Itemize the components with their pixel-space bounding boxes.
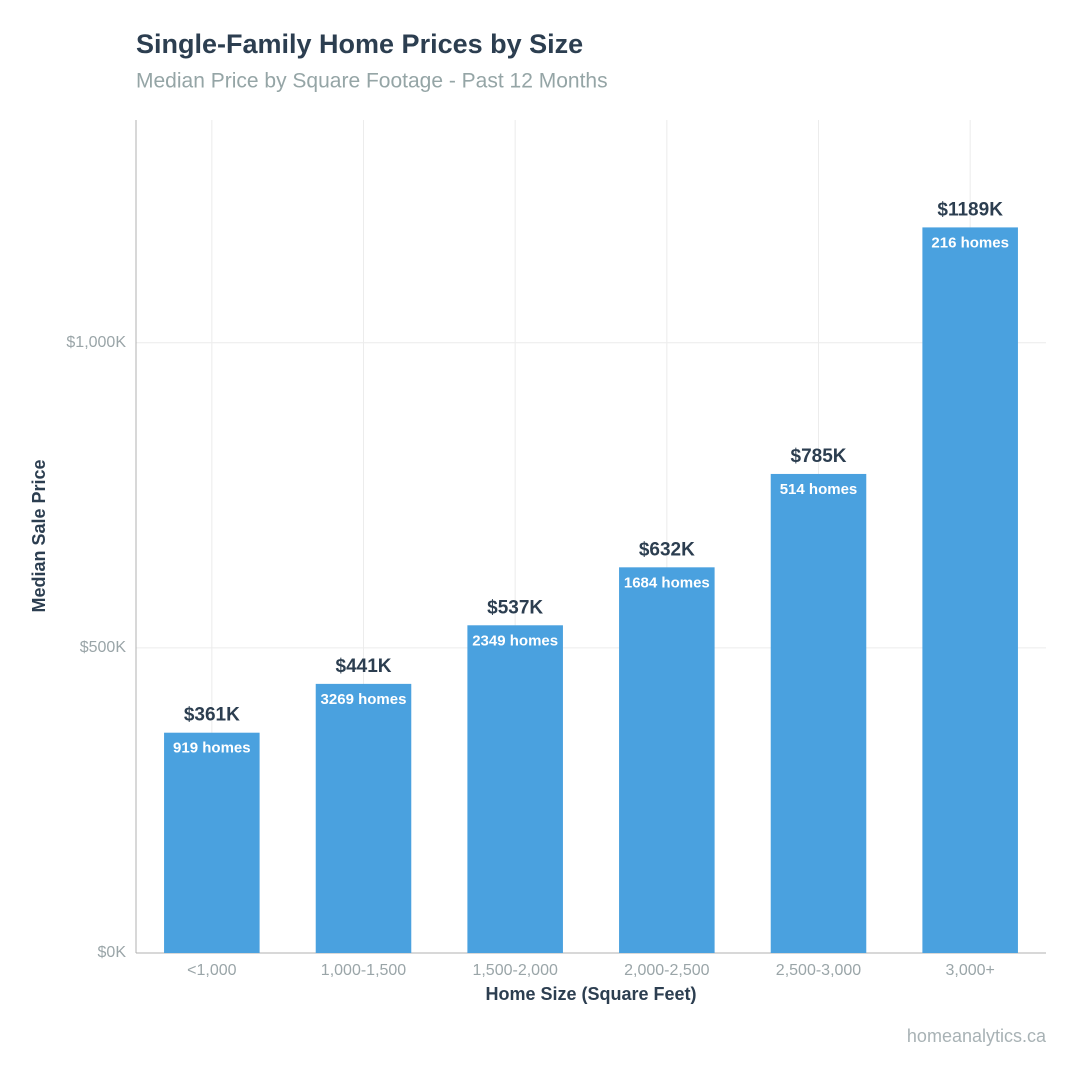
bar	[164, 732, 260, 953]
y-tick-label: $1,000K	[66, 334, 126, 351]
source: homeanalytics.ca	[907, 1026, 1047, 1046]
value-label: $1189K	[937, 199, 1003, 220]
count-label: 2349 homes	[472, 632, 558, 649]
count-label: 216 homes	[931, 234, 1009, 251]
y-tick-label: $500K	[80, 639, 127, 656]
count-label: 1684 homes	[624, 574, 710, 591]
x-tick-label: 2,500-3,000	[776, 962, 862, 979]
x-tick-label: 3,000+	[945, 962, 994, 979]
value-label: $361K	[184, 705, 240, 726]
x-tick-label: 1,500-2,000	[472, 962, 558, 979]
x-tick-label: <1,000	[187, 962, 236, 979]
value-label: $537K	[487, 597, 543, 618]
count-label: 514 homes	[780, 481, 858, 498]
bar	[770, 473, 867, 953]
chart-title: Single-Family Home Prices by Size	[136, 29, 583, 59]
chart-subtitle: Median Price by Square Footage - Past 12…	[136, 70, 608, 93]
x-tick-label: 2,000-2,500	[624, 962, 710, 979]
count-label: 3269 homes	[321, 691, 407, 708]
x-axis-label: Home Size (Square Feet)	[485, 984, 696, 1004]
x-tick-label: 1,000-1,500	[321, 962, 407, 979]
y-tick-label: $0K	[98, 944, 127, 961]
bar	[467, 625, 563, 953]
value-label: $785K	[791, 446, 847, 467]
bar	[619, 567, 715, 953]
count-label: 919 homes	[173, 740, 251, 757]
bar	[922, 227, 1018, 953]
value-label: $441K	[336, 656, 392, 677]
value-label: $632K	[639, 539, 695, 560]
bar	[315, 683, 412, 953]
y-axis-label: Median Sale Price	[29, 459, 49, 612]
